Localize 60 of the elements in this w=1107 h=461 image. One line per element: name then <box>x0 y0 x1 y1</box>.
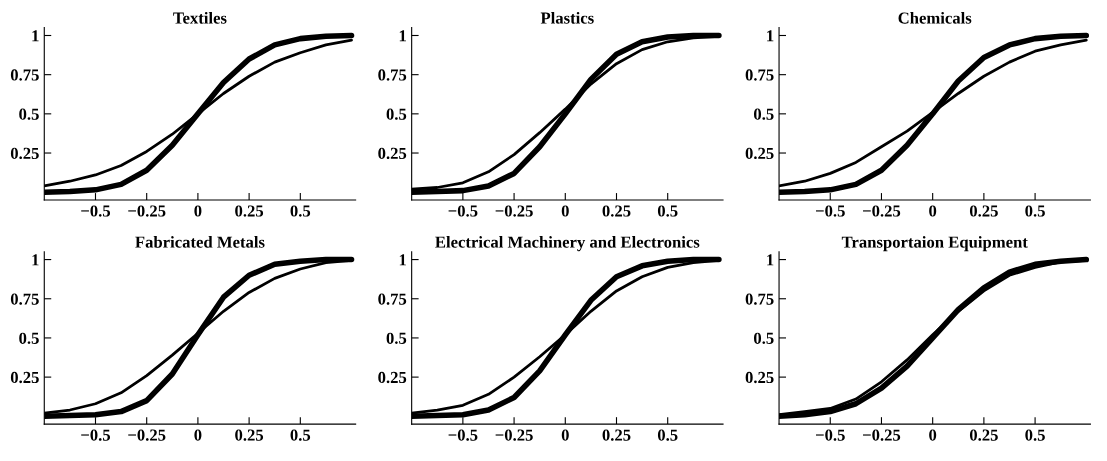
y-tick-label: 0.25 <box>745 147 774 160</box>
x-tick-label: 0 <box>929 205 937 217</box>
y-tick-label: 0.25 <box>10 147 39 160</box>
chart-title: Transportaion Equipment <box>841 236 1028 252</box>
y-tick-label: 0.5 <box>753 332 774 344</box>
x-tick-label: 0 <box>929 429 937 441</box>
x-tick-label: −0.5 <box>448 429 478 441</box>
x-tick-label: 0.25 <box>602 429 631 441</box>
y-tick-label: 1 <box>399 254 406 266</box>
x-tick-label: −0.25 <box>128 429 166 441</box>
y-tick-label: 0.75 <box>745 293 774 305</box>
y-tick-label: 1 <box>32 254 39 266</box>
y-tick-label: 0.75 <box>10 69 39 81</box>
x-tick-label: −0.25 <box>495 429 533 441</box>
x-tick-label: 0.5 <box>290 429 311 441</box>
x-tick-label: 0 <box>194 429 202 441</box>
x-tick-label: −0.25 <box>495 205 533 217</box>
y-tick-label: 0.75 <box>10 293 39 305</box>
chart-title: Fabricated Metals <box>135 236 265 248</box>
x-tick-label: 0.25 <box>969 429 998 441</box>
x-tick-label: 0 <box>561 205 569 217</box>
x-tick-label: 0.5 <box>657 205 678 217</box>
x-tick-label: 0.5 <box>290 205 311 217</box>
x-tick-label: −0.5 <box>815 429 845 441</box>
x-tick-label: 0.25 <box>969 205 998 217</box>
y-tick-label: 0.25 <box>10 371 39 384</box>
chart-title: Chemicals <box>898 11 972 24</box>
y-tick-label: 0.25 <box>378 371 407 384</box>
chart-title: Electrical Machinery and Electronics <box>435 236 700 252</box>
x-tick-label: 0.5 <box>657 429 678 441</box>
x-tick-label: 0 <box>194 205 202 217</box>
y-tick-label: 0.5 <box>386 108 407 120</box>
y-tick-label: 1 <box>767 254 774 266</box>
y-tick-label: 1 <box>32 30 39 42</box>
chart-title: Textiles <box>173 11 227 24</box>
y-tick-label: 1 <box>767 30 774 42</box>
y-tick-label: 0.75 <box>378 69 407 81</box>
x-tick-label: −0.25 <box>863 205 901 217</box>
y-tick-label: 0.75 <box>745 69 774 81</box>
x-tick-label: −0.5 <box>448 205 478 217</box>
y-tick-label: 0.25 <box>378 147 407 160</box>
y-tick-label: 1 <box>399 30 406 42</box>
chart-title: Plastics <box>540 11 594 24</box>
x-tick-label: −0.25 <box>863 429 901 441</box>
y-tick-label: 0.5 <box>386 332 407 344</box>
y-tick-label: 0.5 <box>19 332 39 344</box>
x-tick-label: −0.25 <box>128 205 166 217</box>
x-tick-label: 0.5 <box>1025 205 1045 217</box>
x-tick-label: −0.5 <box>81 205 111 217</box>
y-tick-label: 0.25 <box>745 371 774 384</box>
x-tick-label: 0 <box>561 429 569 441</box>
x-tick-label: −0.5 <box>815 205 845 217</box>
x-tick-label: 0.25 <box>235 205 264 217</box>
x-tick-label: 0.25 <box>602 205 631 217</box>
y-tick-label: 0.75 <box>378 293 407 305</box>
x-tick-label: 0.25 <box>235 429 264 441</box>
y-tick-label: 0.5 <box>753 108 774 120</box>
x-tick-label: 0.5 <box>1025 429 1045 441</box>
y-tick-label: 0.5 <box>19 108 39 120</box>
x-tick-label: −0.5 <box>81 429 111 441</box>
